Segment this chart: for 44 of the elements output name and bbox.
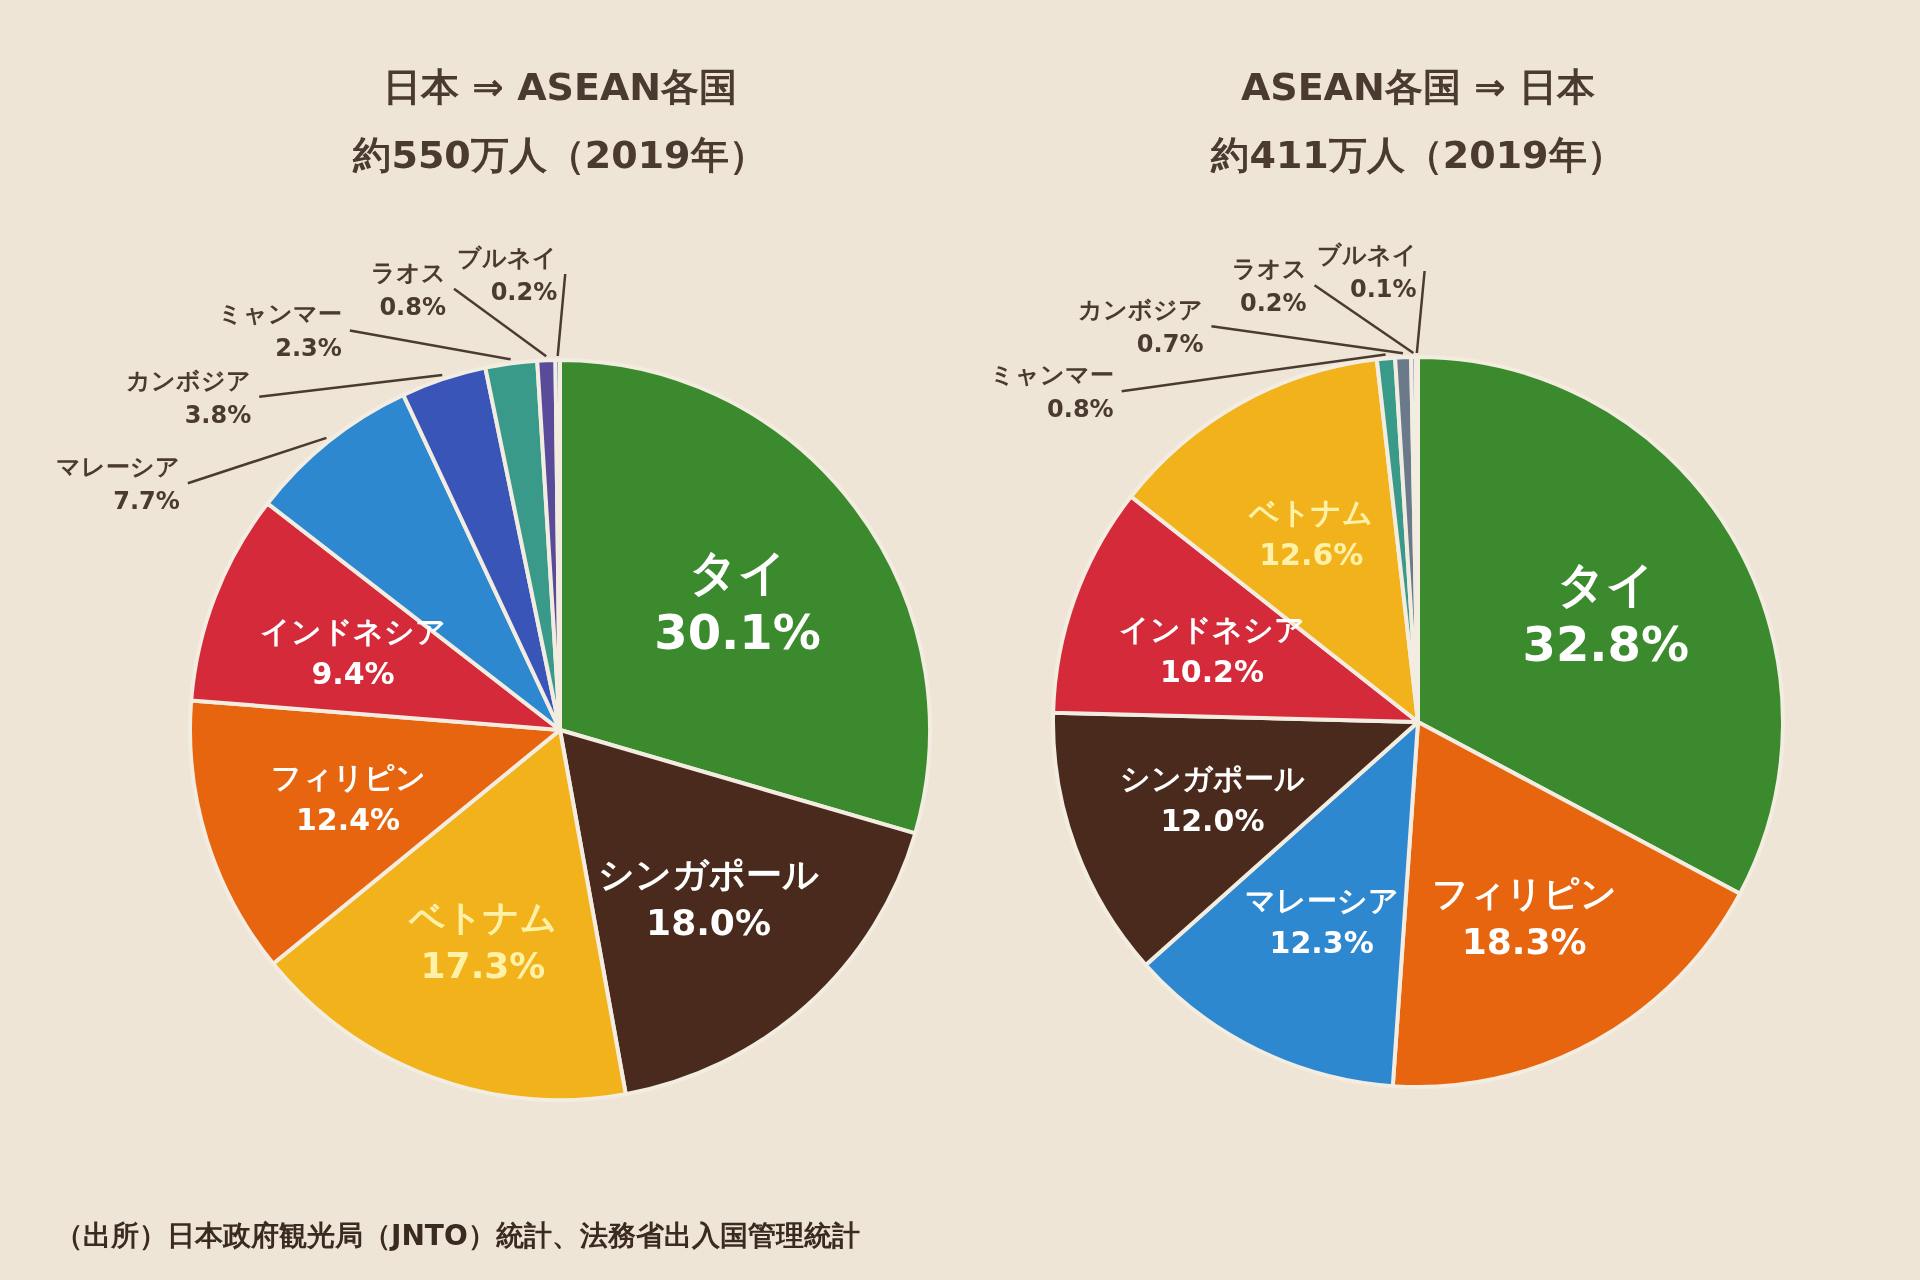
slice-label: ミャンマー bbox=[217, 300, 342, 329]
slice-label: ブルネイ bbox=[1316, 241, 1417, 269]
slice-label: シンガポール bbox=[598, 853, 820, 895]
data-label: 17.3% bbox=[420, 945, 546, 987]
data-label: 0.7% bbox=[1136, 330, 1204, 359]
chart-subtitle: 約411万人（2019年） bbox=[1210, 133, 1625, 177]
data-label: 12.4% bbox=[296, 802, 401, 837]
data-label: 10.2% bbox=[1159, 653, 1264, 689]
data-label: 0.2% bbox=[1239, 289, 1307, 318]
data-label: 12.3% bbox=[1269, 924, 1374, 960]
slice-label: フィリピン bbox=[270, 760, 426, 795]
data-label: 0.2% bbox=[490, 278, 558, 307]
slice-label: シンガポール bbox=[1119, 761, 1305, 797]
data-label: 12.0% bbox=[1160, 803, 1265, 839]
data-label: 0.8% bbox=[1047, 395, 1114, 424]
data-label: 30.1% bbox=[654, 603, 821, 660]
text: （出所）日本政府観光局（JNTO）統計、法務省出入国管理統計 bbox=[55, 1219, 860, 1252]
data-label: 9.4% bbox=[311, 655, 395, 691]
data-label: 2.3% bbox=[275, 334, 342, 363]
slice-label: マレーシア bbox=[55, 453, 180, 482]
slice-label: マレーシア bbox=[1244, 882, 1399, 918]
data-label: 32.8% bbox=[1522, 616, 1690, 673]
chart-title: ASEAN各国 ⇒ 日本 bbox=[1240, 65, 1596, 109]
slice-label: ベトナム bbox=[408, 897, 557, 939]
slice-label: ラオス bbox=[370, 258, 446, 287]
slice-label: ミャンマー bbox=[989, 361, 1114, 390]
data-label: 18.3% bbox=[1461, 920, 1587, 962]
data-label: 7.7% bbox=[113, 487, 180, 516]
chart-title: 日本 ⇒ ASEAN各国 bbox=[382, 65, 738, 109]
chart-subtitle: 約550万人（2019年） bbox=[352, 133, 767, 177]
slice-label: ベトナム bbox=[1248, 494, 1374, 530]
slice-label: ラオス bbox=[1231, 255, 1307, 284]
data-label: 0.1% bbox=[1350, 275, 1417, 303]
slice-label: カンボジア bbox=[1078, 296, 1204, 325]
slice-label: タイ bbox=[688, 543, 787, 600]
data-label: 0.8% bbox=[379, 292, 446, 321]
slice-label: フィリピン bbox=[1431, 872, 1617, 914]
data-label: 3.8% bbox=[184, 400, 252, 429]
slice-label: カンボジア bbox=[126, 366, 252, 395]
slice-label: インドネシア bbox=[1118, 611, 1305, 647]
data-label: 12.6% bbox=[1259, 536, 1364, 572]
slice-label: ブルネイ bbox=[457, 244, 558, 273]
data-label: 18.0% bbox=[646, 901, 771, 943]
slice-label: タイ bbox=[1556, 556, 1655, 613]
